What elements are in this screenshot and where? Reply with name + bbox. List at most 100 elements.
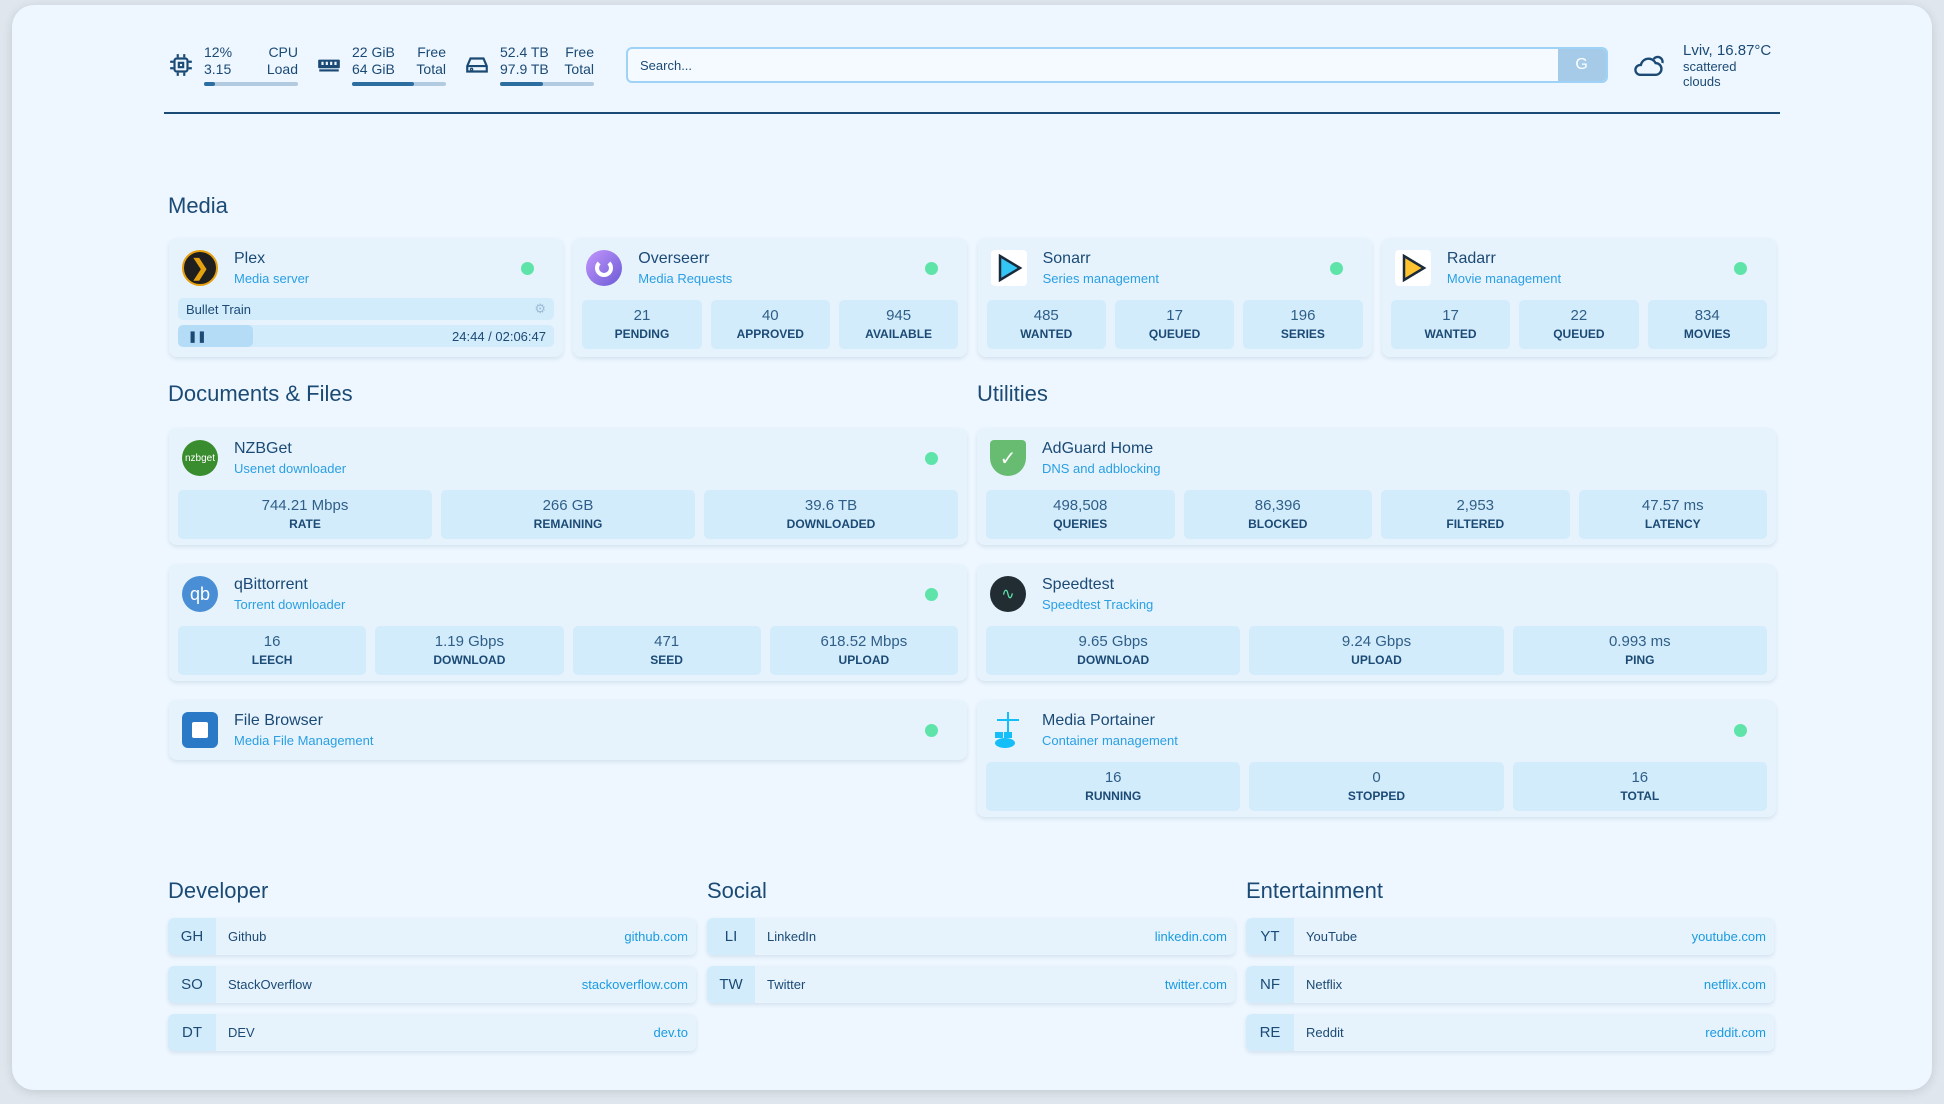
service-card-media-portainer[interactable]: Media Portainer Container management 16 RUN… — [977, 700, 1776, 817]
status-dot — [925, 451, 938, 465]
stat-value: 834 — [1694, 307, 1720, 324]
stat-wanted: 485 WANTED — [986, 300, 1106, 349]
bookmark-url[interactable]: github.com — [624, 929, 688, 944]
bookmark-linkedin[interactable]: LI LinkedIn linkedin.com — [707, 918, 1235, 955]
memory-total: 64 GiB — [352, 61, 395, 77]
bookmark-url[interactable]: linkedin.com — [1154, 929, 1227, 944]
service-card-plex[interactable]: ❯ Plex Media server Bullet Train ⚙ ❚❚ 24:44 / … — [169, 238, 563, 357]
stat-value: 1.19 Gbps — [434, 633, 504, 650]
bookmark-name[interactable]: StackOverflow — [228, 977, 312, 992]
stat-value: 2,953 — [1456, 497, 1495, 514]
stat-label: QUERIES — [1053, 517, 1108, 531]
pause-icon[interactable]: ❚❚ — [188, 331, 207, 343]
stat-latency: 47.57 ms LATENCY — [1578, 490, 1767, 539]
status-dot — [925, 587, 938, 601]
stat-leech: 16 LEECH — [178, 626, 367, 675]
playback-progress[interactable]: ❚❚ 24:44 / 02:06:47 — [178, 325, 554, 347]
bookmark-abbr: RE — [1246, 1014, 1294, 1051]
bookmark-abbr: YT — [1246, 918, 1294, 955]
stat-total: 16 TOTAL — [1512, 762, 1767, 811]
service-name[interactable]: Radarr — [1446, 250, 1496, 267]
service-name[interactable]: File Browser — [234, 712, 323, 729]
search-box: G — [626, 47, 1608, 83]
bookmark-github[interactable]: GH Github github.com — [168, 918, 696, 955]
bookmark-name[interactable]: DEV — [228, 1025, 255, 1040]
total-label: Total — [564, 61, 594, 77]
service-name[interactable]: Speedtest — [1042, 576, 1115, 593]
search-input[interactable] — [628, 57, 1558, 73]
service-card-radarr[interactable]: Radarr Movie management 17 WANTED 22 QUEUED 83… — [1381, 238, 1776, 357]
settings-icon[interactable]: ⚙ — [534, 301, 546, 316]
stat-label: DOWNLOAD — [1077, 653, 1150, 667]
stat-label: QUEUED — [1553, 327, 1605, 341]
speedtest-logo-icon: ∿ — [990, 576, 1026, 612]
service-name[interactable]: NZBGet — [234, 440, 292, 457]
stat-value: 21 — [633, 307, 651, 324]
service-name[interactable]: qBittorrent — [234, 576, 308, 593]
bookmark-dev[interactable]: DT DEV dev.to — [168, 1014, 696, 1051]
bookmark-stackoverflow[interactable]: SO StackOverflow stackoverflow.com — [168, 966, 696, 1003]
stat-label: TOTAL — [1620, 789, 1660, 803]
bookmark-url[interactable]: dev.to — [653, 1025, 688, 1040]
service-description: Usenet downloader — [234, 461, 347, 476]
disk-bar — [500, 82, 594, 86]
stat-value: 498,508 — [1053, 497, 1108, 514]
disk-widget: 52.4 TB Free 97.9 TB Total — [464, 44, 594, 86]
service-description: Torrent downloader — [234, 597, 346, 612]
stat-label: UPLOAD — [1351, 653, 1402, 667]
stat-value: 17 — [1442, 307, 1459, 324]
free-label: Free — [565, 44, 594, 60]
bookmark-name[interactable]: YouTube — [1306, 929, 1358, 944]
stat-rate: 744.21 Mbps RATE — [178, 490, 432, 539]
service-name[interactable]: Overseerr — [638, 250, 710, 267]
stat-download: 1.19 Gbps DOWNLOAD — [375, 626, 564, 675]
service-name[interactable]: Plex — [234, 250, 266, 267]
bookmark-netflix[interactable]: NF Netflix netflix.com — [1246, 966, 1774, 1003]
header: 12% CPU 3.15 Load 22 GiB Free 64 GiB Total 5… — [168, 40, 1776, 90]
bookmark-url[interactable]: reddit.com — [1705, 1025, 1766, 1040]
bookmark-name[interactable]: Github — [228, 929, 267, 944]
bookmark-url[interactable]: netflix.com — [1703, 977, 1766, 992]
bookmark-youtube[interactable]: YT YouTube youtube.com — [1246, 918, 1774, 955]
service-card-adguard-home[interactable]: ✓ AdGuard Home DNS and adblocking 498,508 QU… — [977, 428, 1776, 545]
bookmark-url[interactable]: youtube.com — [1691, 929, 1766, 944]
bookmark-name[interactable]: Netflix — [1306, 977, 1343, 992]
stat-value: 196 — [1290, 307, 1316, 324]
service-card-qbittorrent[interactable]: qb qBittorrent Torrent downloader 16 LEECH 1.… — [169, 564, 967, 681]
service-card-overseerr[interactable]: Overseerr Media Requests 21 PENDING 40 APPROV… — [573, 238, 968, 357]
service-name[interactable]: AdGuard Home — [1042, 440, 1154, 457]
dashboard-frame — [12, 5, 1932, 1090]
service-card-sonarr[interactable]: Sonarr Series management 485 WANTED 17 QUEUED… — [977, 238, 1372, 357]
memory-icon — [318, 59, 340, 72]
bookmark-name[interactable]: LinkedIn — [767, 929, 817, 944]
stat-seed: 471 SEED — [572, 626, 761, 675]
bookmark-url[interactable]: twitter.com — [1164, 977, 1227, 992]
free-label: Free — [417, 44, 446, 60]
search-provider-button[interactable]: G — [1557, 49, 1606, 81]
portainer-logo-icon — [990, 712, 1026, 748]
service-card-file-browser[interactable]: File Browser Media File Management — [169, 700, 967, 760]
service-card-speedtest[interactable]: ∿ Speedtest Speedtest Tracking 9.65 Gbps DOW… — [977, 564, 1776, 681]
service-card-nzbget[interactable]: nzbget NZBGet Usenet downloader 744.21 Mbps… — [169, 428, 967, 545]
weather-condition: scattered clouds — [1683, 58, 1737, 89]
bookmark-reddit[interactable]: RE Reddit reddit.com — [1246, 1014, 1774, 1051]
stat-value: 16 — [1104, 769, 1122, 786]
stat-label: DOWNLOADED — [786, 517, 876, 531]
stat-series: 196 SERIES — [1243, 300, 1363, 349]
stat-stopped: 0 STOPPED — [1249, 762, 1504, 811]
sonarr-logo-icon — [990, 250, 1027, 286]
service-name[interactable]: Media Portainer — [1042, 712, 1155, 729]
service-name[interactable]: Sonarr — [1042, 250, 1091, 267]
stat-value: 40 — [761, 307, 779, 324]
stat-value: 9.24 Gbps — [1341, 633, 1412, 650]
bookmark-url[interactable]: stackoverflow.com — [581, 977, 688, 992]
bookmark-name[interactable]: Twitter — [767, 977, 806, 992]
load-label: Load — [266, 61, 298, 77]
stat-value: 39.6 TB — [804, 497, 858, 514]
cpu-usage: 12% — [204, 44, 233, 60]
bookmark-abbr: NF — [1246, 966, 1294, 1003]
stat-label: LATENCY — [1644, 517, 1701, 531]
bookmark-abbr: LI — [707, 918, 755, 955]
bookmark-name[interactable]: Reddit — [1306, 1025, 1344, 1040]
bookmark-twitter[interactable]: TW Twitter twitter.com — [707, 966, 1235, 1003]
